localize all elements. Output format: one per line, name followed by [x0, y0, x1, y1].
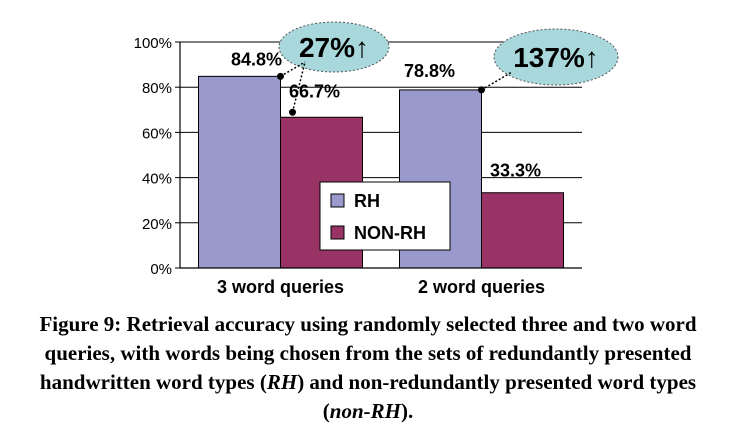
legend-swatch — [330, 225, 345, 240]
y-tick-label: 100% — [134, 35, 172, 52]
data-label: 33.3% — [490, 161, 541, 181]
y-tick-label: 80% — [142, 80, 172, 97]
callout-3word-text: 27%↑ — [299, 32, 369, 63]
caption-text-2: ) and non-redundantly presented word typ… — [297, 370, 697, 423]
callout-2word-marker — [478, 86, 485, 94]
data-label: 66.7% — [289, 81, 340, 101]
legend-label: RH — [354, 191, 380, 211]
figure-caption: Figure 9: Retrieval accuracy using rando… — [20, 310, 716, 426]
x-tick-label: 3 word queries — [217, 277, 344, 297]
y-tick-label: 60% — [142, 125, 172, 142]
callout-3word-bubble — [278, 21, 390, 73]
y-tick-label: 40% — [142, 171, 172, 188]
bar — [481, 192, 564, 269]
caption-text-3: ). — [400, 399, 414, 423]
caption-nonrh: non-RH — [329, 399, 401, 423]
callout-3word-leader — [280, 61, 306, 77]
data-label: 78.8% — [404, 61, 455, 81]
bar-chart: 0% 20% 40% 60% 80% 100% 3 word queries 2 word q… — [134, 21, 619, 297]
data-labels: 84.8% 66.7% 78.8% 33.3% — [231, 49, 541, 180]
callout-2word-text: 137%↑ — [513, 42, 599, 73]
caption-rh: RH — [266, 370, 298, 394]
y-tick-label: 20% — [142, 216, 172, 233]
callout-2word-leader — [481, 71, 513, 91]
data-label: 84.8% — [231, 49, 282, 69]
legend-label: NON-RH — [354, 223, 426, 243]
callout-2word-bubble — [493, 28, 619, 86]
legend: RH NON-RH — [319, 181, 451, 251]
y-tick-label: 0% — [150, 261, 172, 278]
callout-3word-marker — [289, 108, 296, 116]
caption-text-1: Figure 9: Retrieval accuracy using rando… — [39, 312, 697, 394]
legend-swatch — [330, 193, 345, 208]
callouts: 27%↑ 137%↑ — [277, 21, 619, 116]
callout-3word-marker — [277, 72, 284, 80]
bar — [198, 75, 281, 269]
callout-3word-leader — [291, 61, 306, 113]
x-tick-label: 2 word queries — [418, 277, 545, 297]
axes: 0% 20% 40% 60% 80% 100% 3 word queries 2 word q… — [134, 35, 582, 297]
